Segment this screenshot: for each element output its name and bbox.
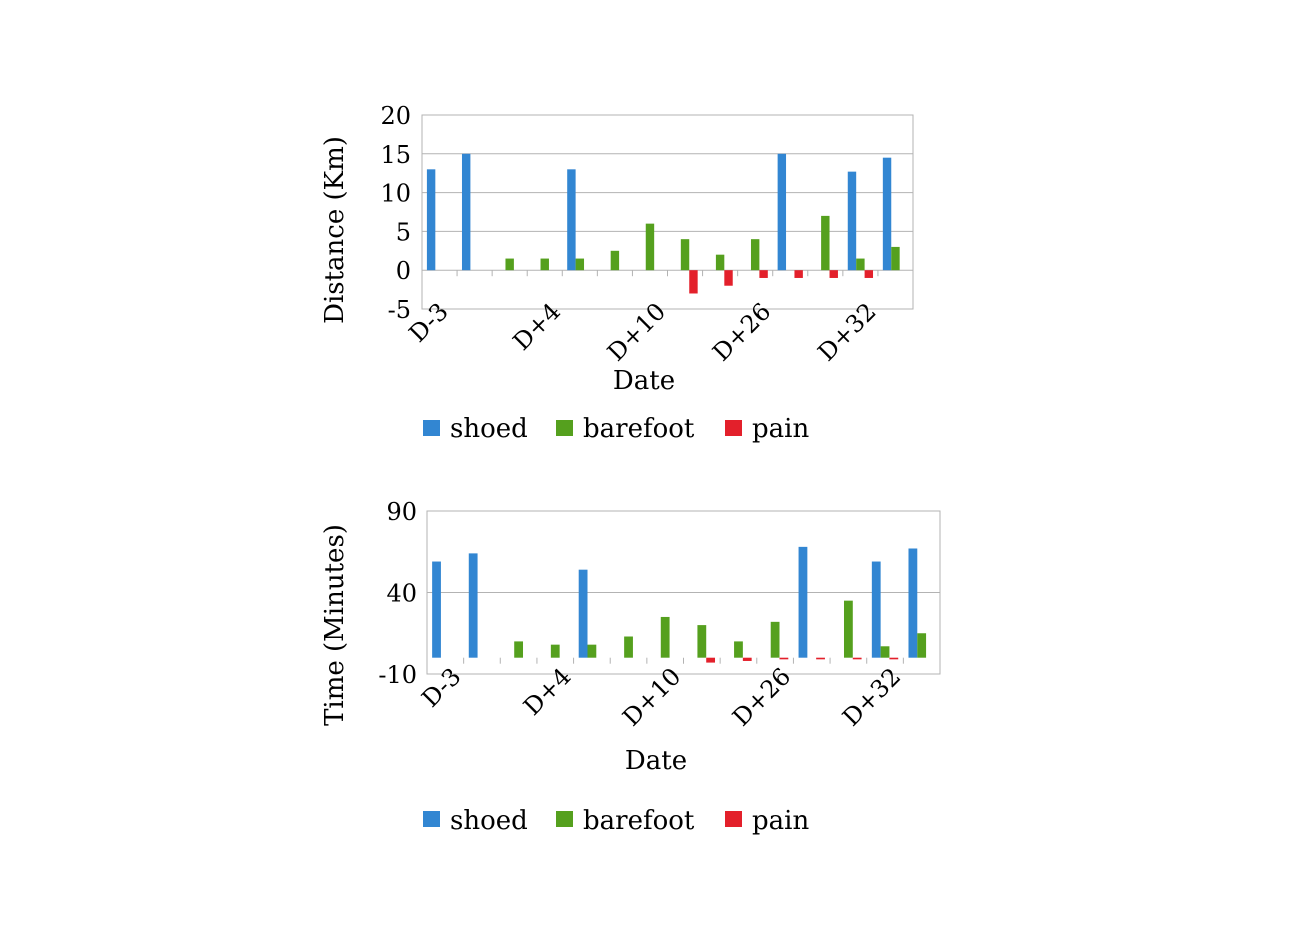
legend-swatch-shoed (423, 811, 440, 827)
distance-chart-bar-pain (759, 270, 768, 278)
distance-chart-bar-barefoot (575, 258, 585, 271)
time-chart-bar-shoed (908, 548, 918, 658)
time-chart-bar-shoed (468, 553, 478, 658)
distance-chart-ytick-label: -5 (388, 296, 411, 324)
time-chart-bar-pain (706, 657, 716, 663)
distance-chart-bar-shoed (777, 153, 787, 271)
distance-chart-xtick-label: D+26 (707, 297, 776, 366)
distance-chart-xtick-label: D+10 (602, 297, 671, 366)
distance-chart-ytick-label: 0 (396, 257, 411, 285)
time-chart-legend: shoed barefoot pain (423, 806, 809, 836)
time-chart-xtick-label: D-3 (416, 662, 466, 712)
time-chart-ytick-label: -10 (378, 661, 417, 689)
distance-chart-xtick-label: D+32 (812, 297, 881, 366)
legend-label-shoed: shoed (450, 806, 528, 836)
legend-swatch-shoed (423, 420, 440, 436)
distance-chart-bar-shoed (847, 171, 857, 271)
legend-swatch-pain (725, 811, 742, 827)
distance-chart-bar-pain (689, 270, 698, 294)
distance-chart: Distance (Km) Date shoed barefoot pain 2… (320, 102, 914, 444)
time-chart-bar-shoed (798, 546, 808, 658)
time-chart-bar-barefoot (514, 641, 524, 658)
time-chart-bar-barefoot (843, 600, 853, 658)
time-chart-bar-shoed (432, 561, 441, 658)
time-chart-bar-barefoot (770, 621, 780, 658)
distance-chart-xlabel: Date (613, 366, 675, 396)
time-chart-xtick-label: D+32 (837, 662, 906, 731)
distance-chart-bar-shoed (567, 169, 576, 271)
distance-chart-bar-shoed (426, 169, 436, 271)
legend-swatch-barefoot (556, 811, 573, 827)
time-chart-bar-shoed (578, 569, 588, 658)
distance-chart-bar-barefoot (715, 254, 725, 271)
distance-chart-bar-barefoot (680, 239, 690, 271)
distance-chart-bar-barefoot (505, 258, 514, 271)
time-chart-ylabel: Time (Minutes) (320, 524, 350, 726)
time-chart-bar-shoed (871, 561, 881, 658)
distance-chart-bar-pain (864, 270, 874, 278)
distance-chart-bar-pain (829, 270, 838, 278)
distance-chart-legend: shoed barefoot pain (423, 414, 809, 444)
time-chart-bar-barefoot (734, 641, 743, 658)
time-chart-bar-barefoot (917, 633, 927, 658)
time-chart-ytick-label: 90 (386, 498, 417, 526)
legend-swatch-pain (725, 420, 742, 436)
legend-label-barefoot: barefoot (583, 414, 695, 444)
time-chart-bar-pain (742, 657, 752, 661)
time-chart-bar-barefoot (880, 646, 890, 658)
legend-swatch-barefoot (556, 420, 573, 436)
distance-chart-ylabel: Distance (Km) (320, 136, 350, 324)
distance-chart-ytick-label: 15 (380, 141, 411, 169)
distance-chart-ytick-label: 5 (396, 218, 411, 246)
time-chart-xtick-label: D+4 (518, 662, 576, 720)
time-chart-bar-pain (889, 657, 899, 660)
distance-chart-bar-barefoot (821, 215, 830, 271)
legend-label-barefoot: barefoot (583, 806, 695, 836)
legend-label-shoed: shoed (450, 414, 528, 444)
time-chart-bar-pain (779, 657, 789, 660)
time-chart-bar-barefoot (697, 625, 707, 658)
distance-chart-xtick-label: D-3 (404, 297, 454, 347)
distance-chart-xtick-label: D+4 (508, 297, 566, 355)
distance-chart-bar-shoed (461, 153, 471, 271)
distance-chart-ytick-label: 10 (380, 180, 411, 208)
time-chart-bar-barefoot (624, 636, 633, 658)
distance-chart-bar-barefoot (610, 250, 620, 271)
distance-chart-bar-barefoot (856, 258, 865, 271)
distance-chart-bar-pain (794, 270, 803, 278)
distance-chart-plot-frame (421, 114, 914, 310)
time-chart-bar-barefoot (660, 616, 670, 658)
time-chart-xlabel: Date (625, 746, 687, 776)
distance-chart-bar-barefoot (540, 258, 549, 271)
distance-chart-bar-pain (724, 270, 733, 286)
time-chart-xtick-label: D+10 (617, 662, 686, 731)
distance-chart-ytick-label: 20 (380, 102, 411, 130)
distance-chart-bar-barefoot (750, 239, 760, 271)
distance-chart-bar-barefoot (645, 223, 655, 271)
time-chart-ytick-label: 40 (386, 580, 417, 608)
time-chart-xtick-label: D+26 (727, 662, 796, 731)
distance-chart-bar-shoed (882, 157, 892, 271)
legend-label-pain: pain (752, 806, 809, 836)
time-chart: Time (Minutes) Date shoed barefoot pain … (320, 498, 941, 836)
time-chart-bar-barefoot (587, 644, 597, 658)
legend-label-pain: pain (752, 414, 809, 444)
time-chart-bar-pain (852, 657, 862, 660)
time-chart-bar-pain (816, 657, 825, 660)
time-chart-bar-barefoot (550, 644, 560, 658)
distance-chart-bar-barefoot (891, 246, 900, 271)
